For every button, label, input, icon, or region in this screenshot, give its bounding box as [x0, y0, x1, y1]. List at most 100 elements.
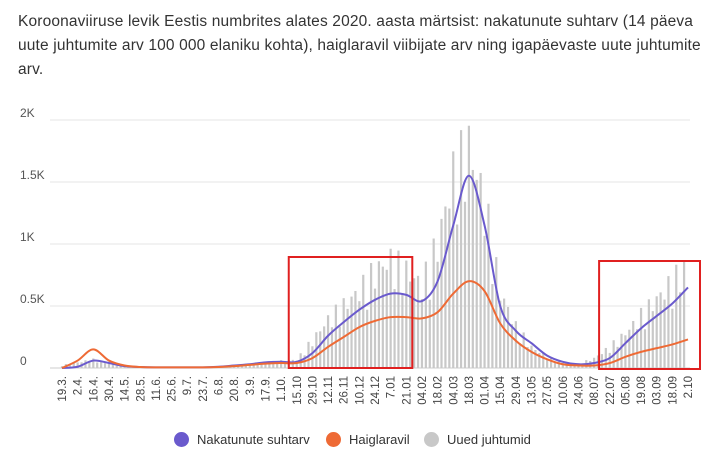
bar-uued-juhtumid — [647, 299, 650, 368]
legend-item-haiglaravil[interactable]: Haiglaravil — [326, 429, 410, 449]
bar-uued-juhtumid — [639, 307, 643, 368]
x-tick-label: 9.7. — [182, 376, 194, 395]
bar-uued-juhtumid — [268, 363, 271, 368]
x-tick-label: 18.09 — [667, 376, 679, 405]
bar-uued-juhtumid — [542, 353, 545, 368]
bar-uued-juhtumid — [264, 362, 267, 368]
bar-uued-juhtumid — [604, 347, 607, 368]
y-tick-label: 2K — [20, 106, 35, 120]
x-tick-label: 19.3. — [57, 376, 69, 402]
bar-uued-juhtumid — [366, 309, 369, 368]
x-tick-label: 26.11 — [339, 376, 351, 404]
series-lines — [61, 174, 689, 369]
bar-uued-juhtumid — [632, 320, 635, 368]
line-haiglaravil — [61, 280, 689, 369]
highlight-box-autumn-2021 — [598, 260, 701, 370]
bar-uued-juhtumid — [389, 248, 392, 368]
bar-uued-juhtumid — [92, 358, 95, 368]
x-tick-label: 11.6. — [151, 376, 163, 401]
x-tick-label: 6.8. — [214, 376, 226, 395]
bar-uued-juhtumid — [456, 224, 459, 368]
bar-uued-juhtumid — [248, 364, 251, 368]
x-tick-label: 21.01 — [401, 376, 413, 405]
bar-uued-juhtumid — [620, 333, 623, 368]
bar-uued-juhtumid — [459, 130, 463, 368]
bar-uued-juhtumid — [659, 292, 662, 368]
bar-uued-juhtumid — [663, 299, 666, 368]
bar-uued-juhtumid — [448, 208, 451, 368]
bar-uued-juhtumid — [444, 206, 447, 368]
bar-uued-juhtumid — [479, 172, 482, 368]
bar-uued-juhtumid — [463, 201, 467, 368]
bar-uued-juhtumid — [561, 362, 564, 368]
bar-uued-juhtumid — [491, 284, 494, 368]
x-tick-label: 1.10. — [276, 376, 288, 402]
highlight-boxes — [287, 256, 701, 370]
x-tick-label: 15.04 — [495, 375, 507, 404]
bar-uued-juhtumid — [76, 362, 79, 368]
bar-uued-juhtumid — [549, 356, 553, 368]
bar-uued-juhtumid — [358, 301, 361, 368]
bar-uued-juhtumid — [655, 296, 658, 368]
bar-uued-juhtumid — [393, 289, 396, 368]
x-tick-label: 10.12 — [354, 376, 366, 405]
legend-marker — [326, 431, 341, 447]
x-tick-label: 05.08 — [620, 376, 632, 405]
legend-item-uued-juhtumid[interactable]: Uued juhtumid — [424, 429, 531, 449]
x-tick-label: 18.03 — [464, 376, 476, 405]
x-tick-label: 2.10 — [683, 376, 695, 398]
bar-uued-juhtumid — [636, 329, 639, 368]
y-tick-label: 1.5K — [20, 168, 45, 182]
bar-uued-juhtumid — [471, 169, 474, 368]
y-tick-label: 0 — [20, 354, 27, 368]
bar-uued-juhtumid — [377, 261, 381, 368]
bars-uued-juhtumid — [60, 125, 686, 369]
bar-uued-juhtumid — [628, 329, 631, 368]
x-tick-label: 25.6. — [167, 376, 179, 402]
x-tick-label: 03.09 — [652, 376, 664, 405]
bar-uued-juhtumid — [436, 261, 439, 368]
bar-uued-juhtumid — [88, 362, 91, 368]
x-tick-label: 04.03 — [448, 376, 460, 405]
legend-item-nakatunute-suhtarv[interactable]: Nakatunute suhtarv — [174, 429, 310, 449]
x-tick-label: 2.4. — [73, 376, 85, 395]
x-tick-label: 14.5. — [120, 376, 132, 402]
bar-uued-juhtumid — [326, 315, 330, 368]
x-tick-label: 01.04 — [480, 375, 492, 404]
bar-uued-juhtumid — [424, 261, 427, 368]
bar-uued-juhtumid — [487, 203, 490, 368]
bar-uued-juhtumid — [68, 364, 71, 368]
bar-uued-juhtumid — [107, 363, 111, 368]
bar-uued-juhtumid — [405, 260, 408, 368]
bar-uued-juhtumid — [499, 300, 502, 368]
bar-uued-juhtumid — [483, 235, 486, 368]
bar-uued-juhtumid — [276, 363, 279, 368]
bar-uued-juhtumid — [506, 306, 510, 368]
bar-uued-juhtumid — [510, 324, 514, 368]
bar-uued-juhtumid — [338, 326, 341, 368]
bar-uued-juhtumid — [295, 360, 298, 368]
x-tick-label: 04.02 — [417, 376, 429, 405]
bar-uued-juhtumid — [381, 266, 384, 368]
bar-uued-juhtumid — [553, 361, 557, 368]
bar-uued-juhtumid — [283, 361, 287, 368]
bar-uued-juhtumid — [420, 299, 424, 368]
bar-uued-juhtumid — [362, 274, 365, 368]
x-tick-label: 20.8. — [229, 376, 241, 402]
bar-uued-juhtumid — [432, 238, 435, 368]
x-tick-label: 08.07 — [589, 376, 601, 405]
legend: Nakatunute suhtarv Haiglaravil Uued juhtum… — [0, 429, 717, 451]
bar-uued-juhtumid — [475, 179, 478, 368]
bar-uued-juhtumid — [440, 218, 443, 368]
bar-uued-juhtumid — [240, 365, 244, 368]
bar-uued-juhtumid — [330, 327, 334, 368]
legend-label: Uued juhtumid — [447, 431, 531, 447]
bar-uued-juhtumid — [671, 308, 674, 368]
bar-uued-juhtumid — [514, 321, 517, 368]
y-axis-labels: 0 0.5K 1K 1.5K 2K — [20, 106, 45, 368]
bar-uued-juhtumid — [522, 332, 525, 368]
bar-uued-juhtumid — [373, 288, 377, 368]
bar-uued-juhtumid — [616, 346, 619, 368]
x-axis-labels: 19.3. 2.4. 16.4. 30.4. 14.5. 28.5. 11.6. 25.6. 9… — [57, 375, 695, 404]
